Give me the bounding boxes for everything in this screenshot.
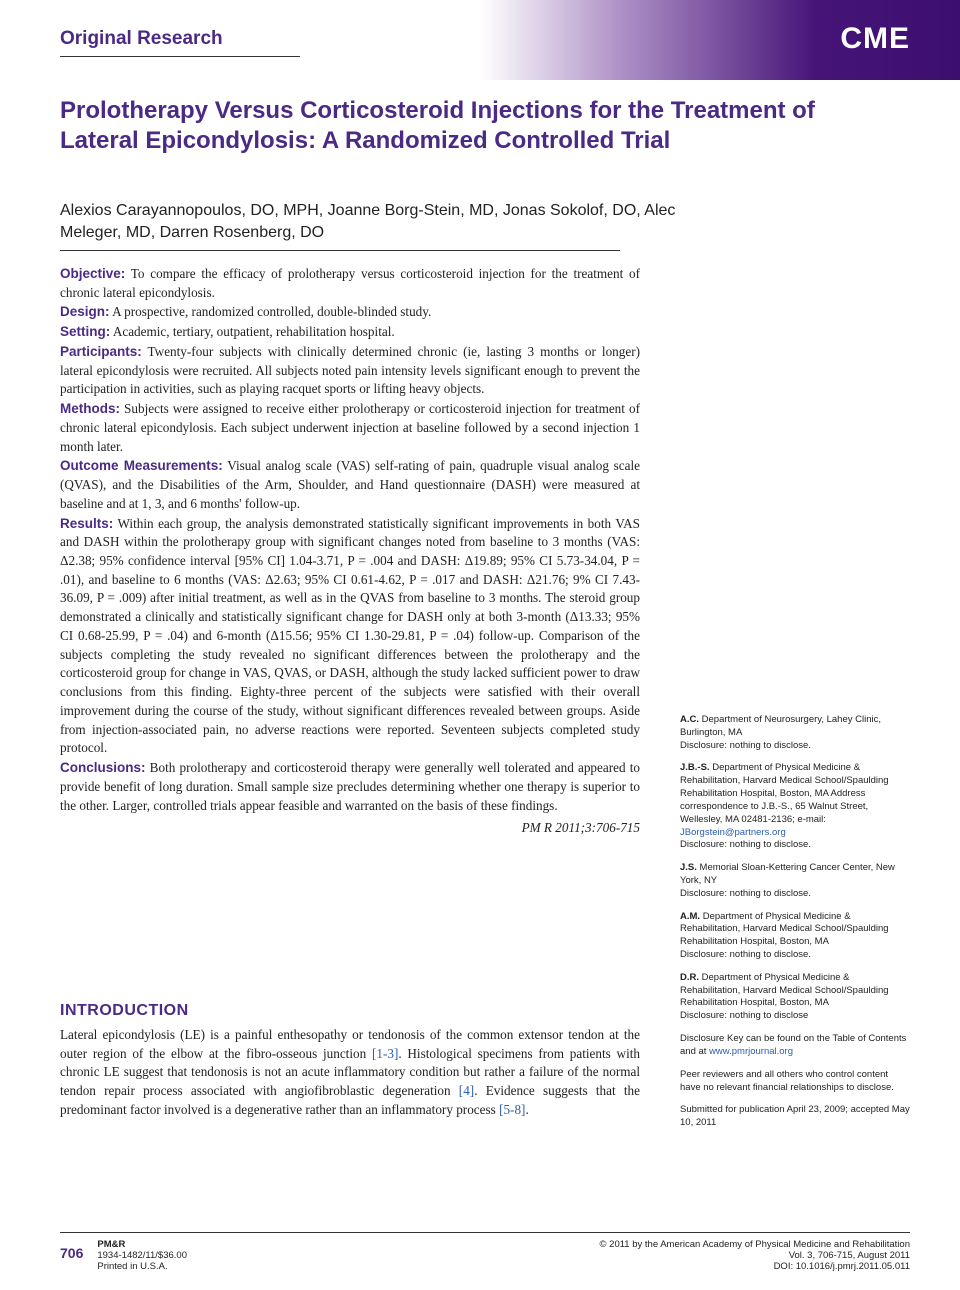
journal-name: PM&R xyxy=(97,1239,125,1250)
reference-link[interactable]: [1-3] xyxy=(372,1046,398,1061)
authors-list: Alexios Carayannopoulos, DO, MPH, Joanne… xyxy=(60,200,700,243)
section-label: Original Research xyxy=(60,28,223,50)
affiliation-block: J.S. Memorial Sloan-Kettering Cancer Cen… xyxy=(680,862,910,900)
author-initials: J.B.-S. xyxy=(680,762,710,773)
volume-text: Vol. 3, 706-715, August 2011 xyxy=(600,1250,910,1261)
section-heading: INTRODUCTION xyxy=(60,1002,189,1020)
abstract-text: To compare the efficacy of prolotherapy … xyxy=(60,266,640,300)
abstract-text: Twenty-four subjects with clinically det… xyxy=(60,344,640,396)
abstract-label: Outcome Measurements: xyxy=(60,458,223,473)
printed-text: Printed in U.S.A. xyxy=(97,1261,187,1272)
abstract-label: Setting: xyxy=(60,324,110,339)
abstract-block: Objective: To compare the efficacy of pr… xyxy=(60,264,640,838)
reference-link[interactable]: [5-8] xyxy=(499,1102,525,1117)
abstract-label: Participants: xyxy=(60,344,142,359)
submission-dates: Submitted for publication April 23, 2009… xyxy=(680,1104,910,1130)
abstract-text: Both prolotherapy and corticosteroid the… xyxy=(60,760,640,812)
affiliation-block: A.C. Department of Neurosurgery, Lahey C… xyxy=(680,714,910,752)
abstract-text: Subjects were assigned to receive either… xyxy=(60,401,640,453)
affiliation-text: Department of Physical Medicine & Rehabi… xyxy=(680,911,889,948)
issn-text: 1934-1482/11/$36.00 xyxy=(97,1250,187,1261)
author-initials: D.R. xyxy=(680,972,699,983)
disclosure-text: Disclosure: nothing to disclose. xyxy=(680,740,811,751)
disclosure-text: Disclosure: nothing to disclose xyxy=(680,1010,808,1021)
affiliation-block: J.B.-S. Department of Physical Medicine … xyxy=(680,762,910,852)
abstract-label: Methods: xyxy=(60,401,120,416)
page-footer: 706 PM&R 1934-1482/11/$36.00 Printed in … xyxy=(60,1232,910,1272)
disclosure-text: Disclosure: nothing to disclose. xyxy=(680,839,811,850)
copyright-text: © 2011 by the American Academy of Physic… xyxy=(600,1239,910,1250)
divider xyxy=(60,56,300,57)
affiliation-text: Department of Neurosurgery, Lahey Clinic… xyxy=(680,714,881,738)
disclosure-text: Disclosure: nothing to disclose. xyxy=(680,888,811,899)
abstract-text: Within each group, the analysis demonstr… xyxy=(60,516,640,756)
abstract-label: Results: xyxy=(60,516,113,531)
affiliation-text: Memorial Sloan-Kettering Cancer Center, … xyxy=(680,862,895,886)
page-number: 706 xyxy=(60,1239,83,1261)
disclosure-text: Disclosure: nothing to disclose. xyxy=(680,949,811,960)
affiliation-block: A.M. Department of Physical Medicine & R… xyxy=(680,911,910,962)
abstract-label: Design: xyxy=(60,304,110,319)
author-affiliations-sidebar: A.C. Department of Neurosurgery, Lahey C… xyxy=(680,714,910,1140)
article-citation: PM R 2011;3:706-715 xyxy=(60,819,640,838)
abstract-text: A prospective, randomized controlled, do… xyxy=(110,304,432,319)
author-initials: A.C. xyxy=(680,714,699,725)
journal-url-link[interactable]: www.pmrjournal.org xyxy=(709,1046,793,1057)
affiliation-text: Department of Physical Medicine & Rehabi… xyxy=(680,762,889,824)
affiliation-text: Department of Physical Medicine & Rehabi… xyxy=(680,972,889,1009)
divider xyxy=(60,250,620,251)
peer-review-note: Peer reviewers and all others who contro… xyxy=(680,1069,910,1095)
doi-text: DOI: 10.1016/j.pmrj.2011.05.011 xyxy=(600,1261,910,1272)
email-link[interactable]: JBorgstein@partners.org xyxy=(680,827,786,838)
cme-badge: CME xyxy=(840,22,910,56)
disclosure-key: Disclosure Key can be found on the Table… xyxy=(680,1033,910,1059)
abstract-label: Conclusions: xyxy=(60,760,146,775)
author-initials: J.S. xyxy=(680,862,697,873)
article-title: Prolotherapy Versus Corticosteroid Injec… xyxy=(60,96,880,156)
author-initials: A.M. xyxy=(680,911,700,922)
abstract-label: Objective: xyxy=(60,266,125,281)
affiliation-block: D.R. Department of Physical Medicine & R… xyxy=(680,972,910,1023)
reference-link[interactable]: [4] xyxy=(459,1083,474,1098)
abstract-text: Academic, tertiary, outpatient, rehabili… xyxy=(110,324,394,339)
body-text: . xyxy=(525,1102,528,1117)
intro-paragraph: Lateral epicondylosis (LE) is a painful … xyxy=(60,1026,640,1120)
